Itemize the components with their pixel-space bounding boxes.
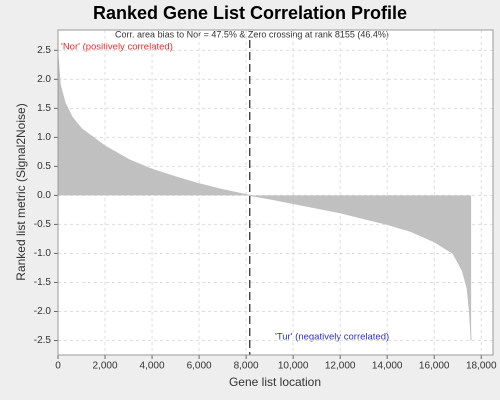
x-tick-label: 14,000 [372,361,403,372]
y-tick-label: 2.5 [37,45,51,56]
x-tick-label: 0 [55,361,61,372]
x-tick-label: 10,000 [278,361,309,372]
y-tick-label: 0.5 [37,161,51,172]
x-tick-label: 6,000 [187,361,212,372]
x-tick-label: 4,000 [140,361,165,372]
y-axis-label: Ranked list metric (Signal2Noise) [14,103,28,280]
y-tick-label: -2.0 [34,306,52,317]
y-tick-label: -1.0 [34,248,52,259]
annotation: Corr. area bias to Nor = 47.5% & Zero cr… [115,29,389,39]
x-axis-label: Gene list location [229,375,321,389]
y-tick-label: 1.0 [37,132,51,143]
x-tick-label: 16,000 [419,361,450,372]
y-tick-label: 1.5 [37,103,51,114]
y-tick-label: -0.5 [34,219,52,230]
area-line [57,56,472,341]
positive-label: 'Nor' (positively correlated) [61,42,173,53]
area-fill [58,56,472,341]
chart-title: Ranked Gene List Correlation Profile [93,3,407,23]
x-tick-label: 18,000 [466,361,497,372]
y-tick-label: -1.5 [34,277,52,288]
negative-label: 'Tur' (negatively correlated) [275,332,389,343]
x-tick-label: 12,000 [325,361,356,372]
y-tick-label: 0.0 [37,190,51,201]
y-tick-label: -2.5 [34,335,52,346]
x-tick-label: 8,000 [234,361,259,372]
x-tick-label: 2,000 [93,361,118,372]
plot-border [57,29,494,356]
y-tick-label: 2.0 [37,74,51,85]
